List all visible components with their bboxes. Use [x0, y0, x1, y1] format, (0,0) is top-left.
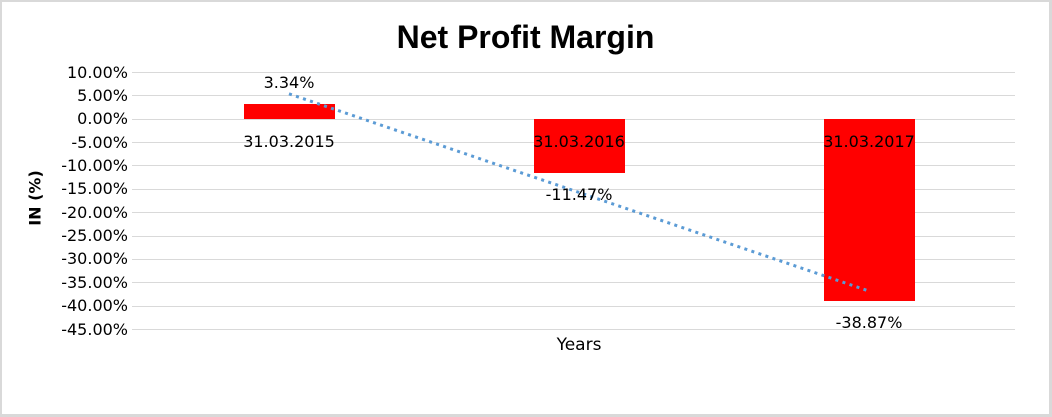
y-tick-label: -20.00% — [61, 202, 128, 222]
chart-title: Net Profit Margin — [396, 19, 655, 55]
bar — [243, 103, 335, 120]
bar-value-label: 3.34% — [263, 72, 315, 92]
y-tick-label: -25.00% — [61, 226, 128, 246]
y-tick-label: -5.00% — [71, 132, 128, 152]
gridline — [132, 329, 1015, 330]
y-tick-label: -40.00% — [61, 296, 128, 316]
y-tick-label: -10.00% — [61, 155, 128, 175]
category-label: 31.03.2016 — [533, 131, 625, 151]
y-tick-label: -15.00% — [61, 179, 128, 199]
gridline — [132, 95, 1015, 97]
y-tick-label: -35.00% — [61, 272, 128, 292]
category-label: 31.03.2017 — [823, 131, 915, 151]
bar-value-label: -11.47% — [545, 184, 613, 204]
y-tick-label: 5.00% — [77, 85, 128, 105]
x-axis-title: Years — [556, 335, 602, 355]
gridline — [132, 305, 1015, 307]
gridline — [132, 72, 1015, 73]
bar-value-label: -38.87% — [835, 312, 903, 332]
y-tick-label: 0.00% — [77, 109, 128, 129]
y-tick-label: -45.00% — [61, 319, 128, 339]
category-label: 31.03.2015 — [243, 131, 335, 151]
y-tick-label: 10.00% — [66, 62, 128, 82]
y-tick-label: -30.00% — [61, 249, 128, 269]
